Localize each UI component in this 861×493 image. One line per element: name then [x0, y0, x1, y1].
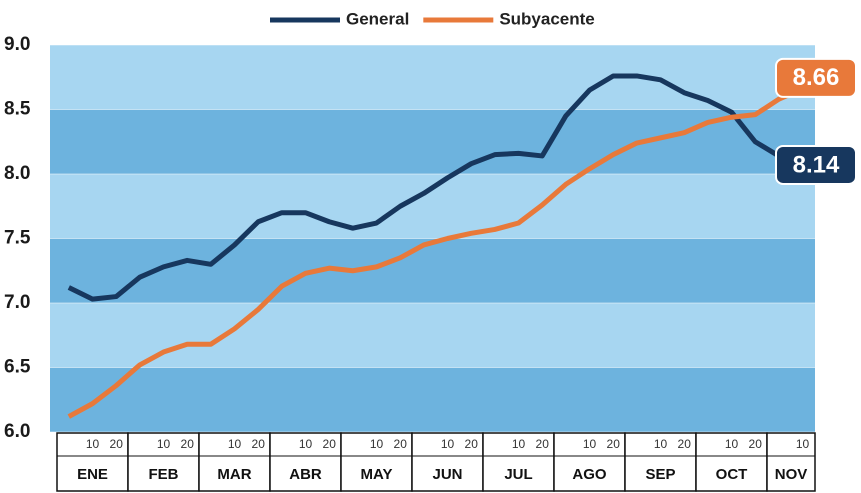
month-label: ABR [289, 466, 322, 483]
x-tick-label: 20 [678, 437, 692, 451]
x-tick-label: 20 [323, 437, 337, 451]
x-tick-label: 10 [583, 437, 597, 451]
x-tick-label: 20 [607, 437, 621, 451]
month-label: JUL [504, 466, 532, 483]
band [50, 109, 815, 174]
band [50, 174, 815, 239]
month-box [766, 432, 816, 492]
x-tick-label: 10 [370, 437, 384, 451]
month-label: SEP [645, 466, 675, 483]
x-tick-label: 10 [157, 437, 171, 451]
month-label: NOV [775, 466, 808, 483]
month-box [695, 432, 768, 492]
month-box [198, 432, 271, 492]
month-label: ENE [77, 466, 108, 483]
band [50, 303, 815, 368]
x-tick-label: 20 [110, 437, 124, 451]
x-tick-label: 10 [228, 437, 242, 451]
series-line [67, 86, 804, 419]
band [50, 238, 815, 303]
x-tick-label: 10 [441, 437, 455, 451]
y-tick-label: 6.5 [4, 357, 31, 378]
x-tick-label: 10 [86, 437, 100, 451]
legend-label: General [346, 9, 409, 28]
x-tick-label: 10 [725, 437, 739, 451]
x-tick-label: 10 [796, 437, 810, 451]
month-label: MAY [361, 466, 393, 483]
x-tick-label: 20 [181, 437, 195, 451]
end-label-box [775, 144, 857, 185]
y-tick-label: 7.5 [4, 228, 31, 249]
y-tick-label: 9.0 [4, 34, 30, 55]
x-tick-label: 10 [512, 437, 526, 451]
end-label: 8.66 [793, 64, 840, 91]
band [50, 367, 815, 432]
month-label: MAR [217, 466, 251, 483]
month-box [482, 432, 555, 492]
y-tick-label: 6.0 [4, 421, 30, 442]
month-label: AGO [572, 466, 607, 483]
month-label: JUN [432, 466, 462, 483]
end-label: 8.14 [793, 151, 840, 178]
x-tick-label: 20 [394, 437, 408, 451]
series-line [67, 73, 781, 302]
x-tick-label: 10 [654, 437, 668, 451]
month-label: FEB [149, 466, 179, 483]
x-tick-label: 10 [299, 437, 313, 451]
month-box [411, 432, 484, 492]
x-tick-label: 20 [465, 437, 479, 451]
end-label-box [775, 57, 857, 98]
y-tick-label: 7.0 [4, 292, 30, 313]
x-tick-label: 20 [749, 437, 763, 451]
band [50, 45, 815, 110]
y-tick-label: 8.0 [4, 163, 30, 184]
x-tick-label: 20 [536, 437, 550, 451]
legend-label: Subyacente [499, 9, 594, 28]
x-tick-label: 20 [252, 437, 266, 451]
month-label: OCT [716, 466, 748, 483]
y-tick-label: 8.5 [4, 99, 31, 120]
month-box [624, 432, 697, 492]
month-box [553, 432, 626, 492]
